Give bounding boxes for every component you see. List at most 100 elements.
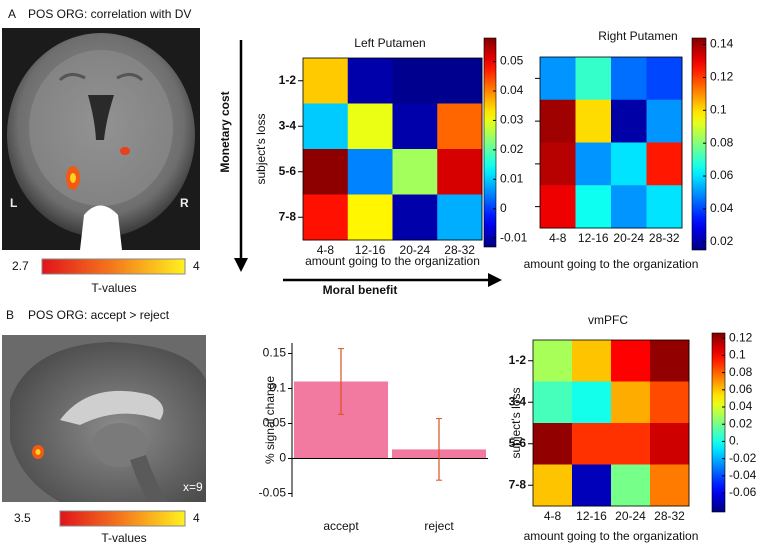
chart-title: vmPFC <box>588 313 628 327</box>
heatmap-cell <box>533 423 573 465</box>
y-tick-label: -0.05 <box>259 486 287 500</box>
plot-frame <box>302 57 483 241</box>
heatmap-cell <box>437 103 483 150</box>
x-tick-label: 12-16 <box>576 509 607 523</box>
colorbar-tick-label: 0.14 <box>710 37 734 51</box>
colorbar-tick-label: 0.12 <box>729 330 753 344</box>
hemisphere-label: R <box>180 196 189 210</box>
heatmap-cell <box>575 185 612 229</box>
x-arrow <box>283 273 502 287</box>
y-tick-label: 7-8 <box>279 209 297 223</box>
y-tick-label: 1-2 <box>509 353 527 367</box>
tvalue-max: 4 <box>193 259 200 273</box>
y-tick-label: 0.05 <box>263 416 287 430</box>
y-arrow-label: Monetary cost <box>218 91 232 172</box>
colorbar-tick-label: 0.02 <box>729 416 753 430</box>
heatmap-cell <box>392 149 438 195</box>
colorbar-tick-label: 0.04 <box>500 83 524 97</box>
heatmap-cell <box>650 381 690 424</box>
heatmap-cell <box>540 185 576 229</box>
chart-title: Right Putamen <box>598 29 677 43</box>
heatmap-cell <box>303 194 349 241</box>
heatmap-cell <box>572 423 612 465</box>
panel-title: POS ORG: correlation with DV <box>28 7 191 21</box>
heatmap-cell <box>303 149 349 195</box>
colorbar-tick-label: 0.02 <box>710 234 734 248</box>
heatmap-cell <box>650 423 690 465</box>
heatmap-cell <box>533 381 573 424</box>
heatmap-cell <box>572 381 612 424</box>
colorbar-tick-label: 0.1 <box>710 102 727 116</box>
y-axis-label: subject's loss <box>254 114 268 185</box>
y-tick-label: 0.1 <box>269 381 286 395</box>
heatmap-cell <box>646 142 683 186</box>
heatmap-cell <box>611 99 647 143</box>
colorbar-tick-label: 0.12 <box>710 70 734 84</box>
y-tick-label: 1-2 <box>279 73 297 87</box>
heatmap-cell <box>347 103 393 150</box>
colorbar-tick-label: -0.01 <box>500 230 528 244</box>
heatmap-cell <box>533 340 573 382</box>
colorbar-tick-label: 0.05 <box>500 54 524 68</box>
x-arrow-label: Moral benefit <box>323 283 398 297</box>
heatmap-cell <box>611 381 651 424</box>
heatmap-cell <box>650 340 690 382</box>
y-tick-label: 3-4 <box>509 394 527 408</box>
heatmap-cell <box>303 103 349 150</box>
colorbar-tick-label: 0.08 <box>710 135 734 149</box>
colorbar-tick-label: 0.03 <box>500 113 524 127</box>
colorbar-tick-label: 0.06 <box>710 168 734 182</box>
heatmap-cell <box>611 185 647 229</box>
x-tick-label: 12-16 <box>355 243 386 257</box>
hemisphere-label: L <box>10 196 17 210</box>
heatmap-cell <box>611 340 651 382</box>
heatmap-cell <box>646 185 683 229</box>
plot-frame <box>532 339 690 507</box>
x-tick-label: 28-32 <box>649 231 680 245</box>
x-tick-label: 28-32 <box>444 243 475 257</box>
y-tick-label: 7-8 <box>509 477 527 491</box>
slice-label: x=9 <box>183 480 203 494</box>
heatmap-cell <box>572 464 612 507</box>
colorbar <box>483 37 497 248</box>
tvalue-label: T-values <box>101 531 146 545</box>
heatmap-cell <box>646 99 683 143</box>
plot-frame <box>539 56 683 229</box>
colorbar-tick-label: 0.06 <box>729 382 753 396</box>
heatmap-cell <box>646 57 683 101</box>
colorbar-tick-label: -0.02 <box>729 451 757 465</box>
panel-letter: B <box>6 308 14 322</box>
tvalue-colorbar <box>59 510 186 527</box>
heatmap-cell <box>347 58 393 104</box>
colorbar-tick-label: 0.01 <box>500 171 524 185</box>
chart-title: Left Putamen <box>354 36 425 50</box>
heatmap-cell <box>575 57 612 101</box>
y-tick-label: 3-4 <box>279 118 297 132</box>
x-tick-label: 12-16 <box>578 231 609 245</box>
heatmap-cell <box>611 142 647 186</box>
panel-title: POS ORG: accept > reject <box>28 308 170 322</box>
x-tick-label: 4-8 <box>549 231 567 245</box>
colorbar-tick-label: 0.02 <box>500 142 524 156</box>
heatmap-cell <box>611 57 647 101</box>
panel-letter: A <box>8 7 16 21</box>
heatmap-cell <box>575 142 612 186</box>
colorbar-tick-label: 0.1 <box>729 348 746 362</box>
y-tick-label: 0.15 <box>263 346 287 360</box>
x-tick-label: 20-24 <box>613 231 644 245</box>
heatmap-cell <box>540 99 576 143</box>
y-axis-label: % signal change <box>263 376 277 464</box>
tvalue-min: 3.5 <box>14 511 31 525</box>
tvalue-colorbar <box>41 258 186 275</box>
y-tick-label: 0 <box>279 451 286 465</box>
heatmap-cell <box>347 149 393 195</box>
tvalue-max: 4 <box>193 511 200 525</box>
heatmap-cell <box>540 57 576 101</box>
x-axis-label: amount going to the organization <box>305 254 480 268</box>
coronal-brain-image <box>2 28 200 250</box>
colorbar <box>711 332 726 513</box>
heatmap-cell <box>347 194 393 241</box>
heatmap-cell <box>533 464 573 507</box>
y-arrow <box>234 40 248 272</box>
